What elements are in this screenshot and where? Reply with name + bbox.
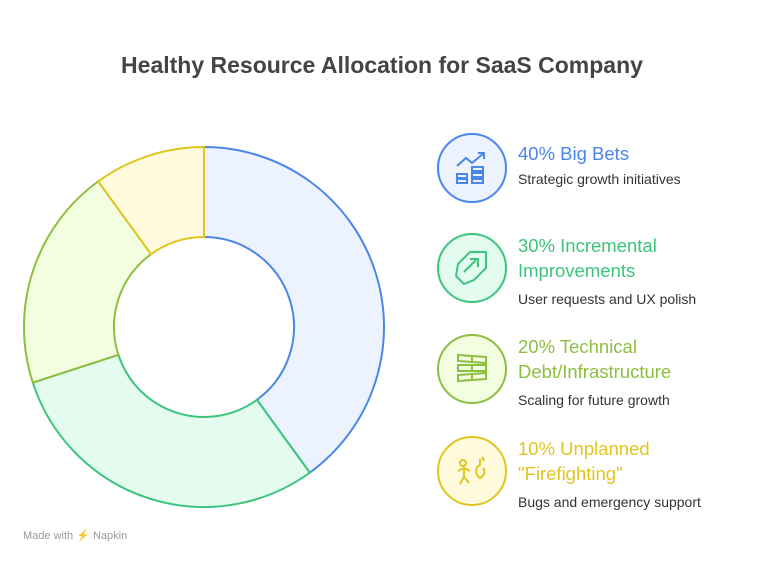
- item-heading-line1: 30% Incremental: [518, 235, 657, 256]
- item-heading-line2: "Firefighting": [518, 463, 623, 484]
- server-stack-icon: [437, 334, 507, 404]
- donut-slice-2: [31, 353, 312, 508]
- item-heading-line2: Improvements: [518, 260, 636, 281]
- item-description: Scaling for future growth: [518, 392, 670, 408]
- napkin-logo-icon: ⚡: [76, 530, 90, 542]
- item-heading-line1: 20% Technical: [518, 336, 637, 357]
- donut-slice-3: [23, 179, 153, 384]
- upgrade-arrow-icon: [437, 233, 507, 303]
- legend-item-firefighting: 10% Unplanned "Firefighting" Bugs and em…: [437, 436, 757, 516]
- running-person-fire-icon: [437, 436, 507, 506]
- item-description: User requests and UX polish: [518, 291, 697, 307]
- growth-chart-coins-icon: [437, 133, 507, 203]
- item-description: Strategic growth initiatives: [518, 171, 681, 187]
- item-heading-line1: 10% Unplanned: [518, 438, 650, 459]
- legend-item-tech-debt: 20% Technical Debt/Infrastructure Scalin…: [437, 334, 757, 414]
- item-heading: 40% Big Bets: [518, 143, 630, 164]
- page-title: Healthy Resource Allocation for SaaS Com…: [121, 52, 643, 78]
- legend-item-big-bets: 40% Big Bets Strategic growth initiative…: [437, 133, 757, 213]
- item-description: Bugs and emergency support: [518, 494, 701, 510]
- made-with-label: Made with: [23, 530, 74, 542]
- napkin-brand: Napkin: [92, 530, 128, 542]
- legend-item-incremental: 30% Incremental Improvements User reques…: [437, 233, 757, 313]
- donut-slice-4: [96, 145, 205, 256]
- donut-slice-1: [203, 145, 385, 475]
- item-heading-line2: Debt/Infrastructure: [518, 361, 672, 382]
- footer: Made with ⚡ Napkin: [23, 529, 127, 542]
